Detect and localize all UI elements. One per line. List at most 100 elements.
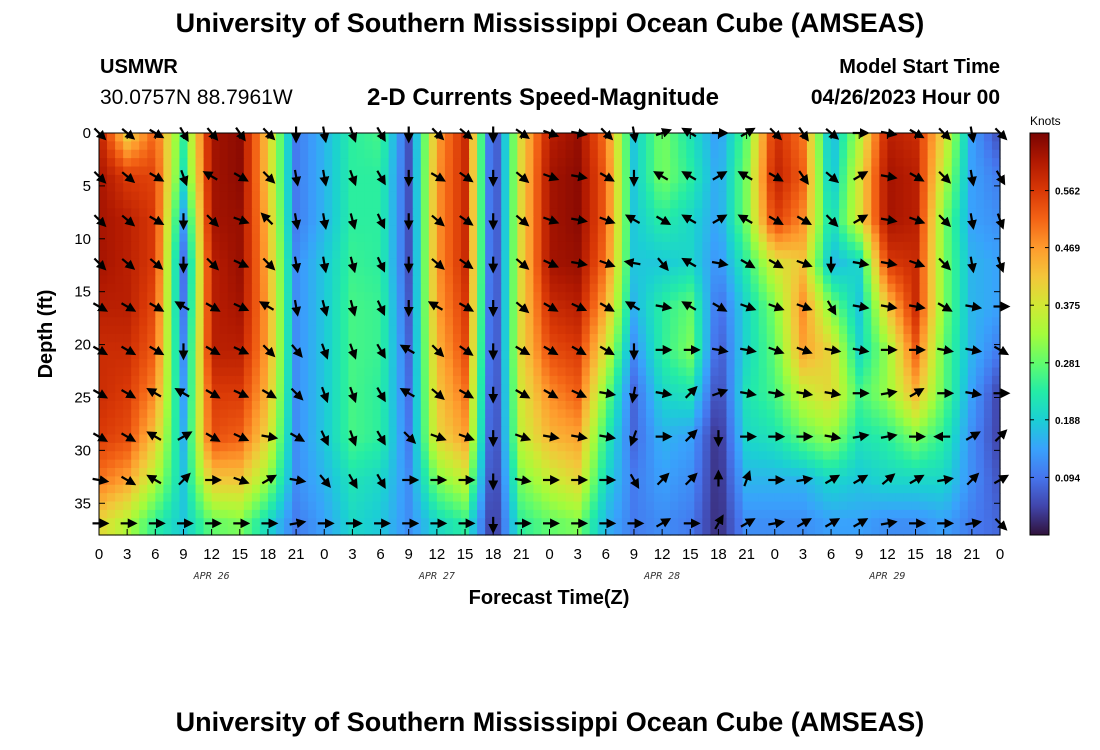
heatmap-cell bbox=[420, 476, 430, 486]
heatmap-cell bbox=[292, 417, 301, 427]
heatmap-cell bbox=[372, 375, 382, 385]
heatmap-cell bbox=[444, 375, 454, 385]
heatmap-cell bbox=[517, 166, 526, 176]
heatmap-cell bbox=[211, 141, 221, 151]
heatmap-cell bbox=[412, 468, 422, 477]
heatmap-cell bbox=[356, 158, 366, 168]
heatmap-cell bbox=[951, 334, 961, 343]
heatmap-cell bbox=[991, 484, 1001, 494]
heatmap-cell bbox=[372, 459, 382, 469]
heatmap-cell bbox=[670, 208, 679, 218]
heatmap-cell bbox=[477, 283, 486, 293]
heatmap-cell bbox=[887, 250, 897, 260]
heatmap-cell bbox=[324, 451, 333, 461]
heatmap-cell bbox=[308, 350, 317, 360]
heatmap-cell bbox=[115, 191, 124, 201]
heatmap-cell bbox=[348, 208, 358, 218]
heatmap-cell bbox=[163, 484, 172, 494]
heatmap-cell bbox=[131, 359, 140, 369]
heatmap-cell bbox=[662, 442, 671, 452]
heatmap-cell bbox=[662, 275, 671, 285]
heatmap-cell bbox=[814, 417, 824, 427]
heatmap-cell bbox=[702, 367, 711, 377]
heatmap-cell bbox=[565, 359, 575, 369]
heatmap-cell bbox=[388, 250, 398, 260]
heatmap-cell bbox=[621, 417, 631, 427]
heatmap-cell bbox=[621, 158, 631, 168]
heatmap-cell bbox=[469, 392, 478, 402]
heatmap-cell bbox=[533, 250, 543, 260]
heatmap-cell bbox=[219, 417, 229, 427]
heatmap-cell bbox=[123, 283, 132, 293]
heatmap-cell bbox=[814, 233, 824, 243]
heatmap-cell bbox=[879, 384, 888, 394]
heatmap-cell bbox=[726, 275, 736, 285]
heatmap-cell bbox=[742, 468, 752, 477]
heatmap-cell bbox=[670, 359, 679, 369]
heatmap-cell bbox=[469, 141, 478, 151]
heatmap-cell bbox=[187, 166, 197, 176]
heatmap-cell bbox=[847, 241, 856, 251]
heatmap-cell bbox=[951, 149, 961, 159]
heatmap-cell bbox=[243, 392, 253, 402]
heatmap-cell bbox=[782, 459, 792, 469]
heatmap-cell bbox=[364, 426, 374, 436]
heatmap-cell bbox=[509, 267, 518, 276]
heatmap-cell bbox=[718, 233, 728, 243]
heatmap-cell bbox=[718, 241, 728, 251]
heatmap-cell bbox=[163, 141, 172, 151]
heatmap-cell bbox=[340, 208, 349, 218]
heatmap-cell bbox=[935, 241, 945, 251]
heatmap-cell bbox=[211, 484, 221, 494]
heatmap-cell bbox=[493, 426, 502, 436]
heatmap-cell bbox=[782, 233, 792, 243]
heatmap-cell bbox=[235, 493, 245, 503]
heatmap-cell bbox=[758, 133, 768, 142]
heatmap-cell bbox=[734, 493, 744, 503]
heatmap-cell bbox=[975, 258, 985, 268]
heatmap-cell bbox=[428, 275, 438, 285]
heatmap-cell bbox=[774, 409, 784, 419]
heatmap-cell bbox=[887, 367, 897, 377]
heatmap-cell bbox=[646, 401, 655, 410]
heatmap-cell bbox=[750, 241, 760, 251]
heatmap-cell bbox=[412, 375, 422, 385]
heatmap-cell bbox=[477, 484, 486, 494]
heatmap-cell bbox=[525, 191, 535, 201]
heatmap-cell bbox=[959, 216, 969, 226]
heatmap-cell bbox=[356, 200, 366, 209]
heatmap-cell bbox=[420, 417, 430, 427]
heatmap-cell bbox=[670, 317, 679, 327]
heatmap-cell bbox=[364, 409, 374, 419]
heatmap-cell bbox=[831, 166, 840, 176]
heatmap-cell bbox=[227, 225, 237, 235]
heatmap-cell bbox=[308, 334, 317, 343]
heatmap-cell bbox=[927, 183, 937, 193]
heatmap-cell bbox=[573, 317, 583, 327]
heatmap-cell bbox=[477, 417, 486, 427]
heatmap-cell bbox=[477, 434, 486, 444]
heatmap-cell bbox=[123, 375, 132, 385]
heatmap-cell bbox=[919, 166, 929, 176]
heatmap-cell bbox=[195, 166, 205, 176]
heatmap-cell bbox=[646, 141, 655, 151]
heatmap-cell bbox=[726, 191, 736, 201]
heatmap-cell bbox=[814, 208, 824, 218]
heatmap-cell bbox=[983, 317, 993, 327]
heatmap-cell bbox=[485, 166, 494, 176]
heatmap-cell bbox=[388, 267, 398, 276]
heatmap-cell bbox=[549, 141, 559, 151]
heatmap-cell bbox=[774, 225, 784, 235]
heatmap-cell bbox=[372, 183, 382, 193]
heatmap-cell bbox=[388, 501, 398, 511]
heatmap-cell bbox=[678, 342, 687, 352]
heatmap-cell bbox=[155, 241, 164, 251]
heatmap-cell bbox=[718, 191, 728, 201]
heatmap-cell bbox=[396, 191, 406, 201]
heatmap-cell bbox=[935, 141, 945, 151]
heatmap-cell bbox=[927, 241, 937, 251]
heatmap-cell bbox=[517, 459, 526, 469]
heatmap-cell bbox=[444, 166, 454, 176]
heatmap-cell bbox=[259, 459, 269, 469]
heatmap-cell bbox=[235, 250, 245, 260]
